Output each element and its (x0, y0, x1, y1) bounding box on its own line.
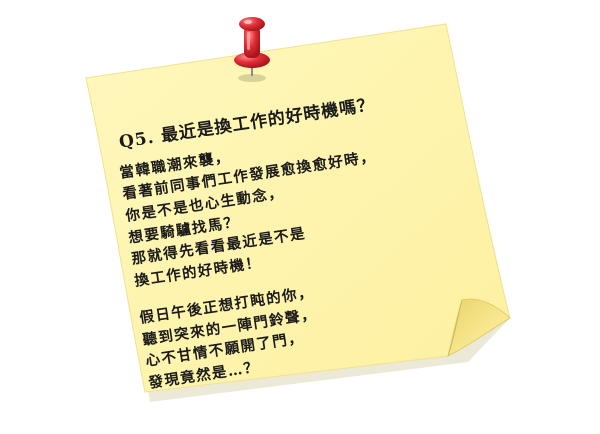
sticky-note-paper (85, 23, 511, 393)
note-curl-edge (447, 299, 463, 357)
note-curl (447, 298, 511, 357)
pushpin-icon (234, 17, 270, 82)
